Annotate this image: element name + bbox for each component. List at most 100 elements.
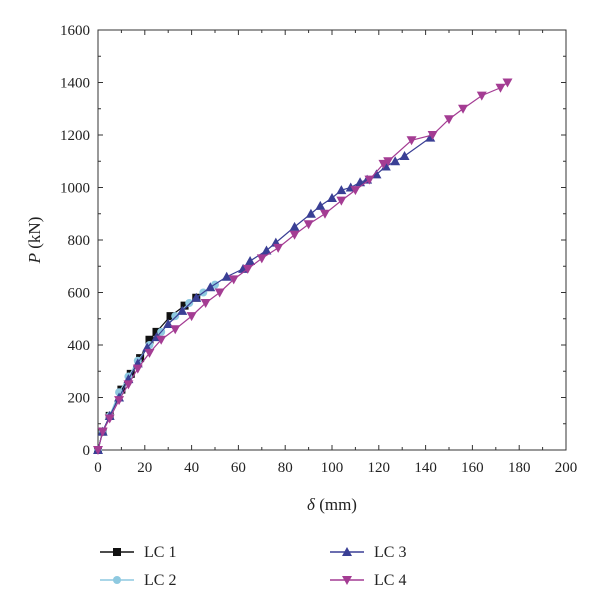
series-line	[97, 297, 197, 451]
series-lc-1	[94, 293, 201, 454]
y-tick-label: 1400	[60, 76, 90, 92]
legend-label: LC 4	[374, 572, 406, 589]
legend: LC 1 LC 2 LC 3 LC 4	[100, 544, 406, 589]
data-point	[123, 380, 134, 390]
plot-frame	[97, 29, 567, 451]
data-point	[166, 312, 175, 321]
data-point	[214, 288, 225, 298]
data-point	[177, 305, 188, 315]
data-point	[427, 131, 438, 140]
data-point	[336, 196, 347, 206]
data-point	[256, 254, 267, 264]
series-layer	[93, 78, 513, 455]
series-line	[97, 137, 431, 451]
plot-border	[97, 29, 567, 451]
legend-label: LC 1	[144, 544, 176, 561]
x-tick-label: 160	[461, 460, 484, 476]
series-lc-3	[93, 132, 436, 454]
data-point	[273, 243, 284, 253]
data-point	[476, 91, 487, 101]
y-tick-label: 1200	[60, 128, 90, 144]
data-point	[221, 271, 232, 281]
data-point	[93, 446, 103, 455]
data-point	[336, 185, 347, 195]
y-axis-symbol: P	[25, 253, 44, 264]
y-axis-title: P (kN)	[25, 217, 44, 265]
legend-item: LC 2	[100, 572, 176, 589]
data-point	[245, 256, 256, 265]
data-point	[502, 78, 513, 88]
x-tick-label: 80	[278, 460, 293, 476]
data-point	[242, 264, 253, 274]
data-point	[97, 427, 108, 437]
data-point	[319, 209, 330, 219]
data-point	[355, 177, 366, 187]
data-point	[152, 327, 161, 336]
legend-item: LC 3	[330, 544, 406, 561]
x-axis-symbol: δ	[307, 495, 316, 514]
x-tick-label: 40	[184, 460, 199, 476]
x-tick-label: 60	[231, 460, 246, 476]
x-tick-label: 120	[368, 460, 391, 476]
y-tick-label: 600	[68, 286, 91, 302]
legend-label: LC 2	[144, 572, 176, 589]
data-point	[228, 275, 239, 285]
data-point	[185, 299, 194, 307]
y-tick-label: 200	[68, 391, 91, 407]
data-point	[261, 245, 272, 255]
x-tick-label: 20	[137, 460, 152, 476]
data-point	[170, 325, 181, 335]
legend-marker	[113, 576, 121, 584]
y-axis-unit: (kN)	[25, 217, 44, 253]
x-tick-label: 100	[321, 460, 344, 476]
x-axis-title: δ (mm)	[307, 495, 357, 514]
legend-item: LC 4	[330, 572, 406, 589]
y-tick-label: 400	[68, 338, 91, 354]
y-tick-label: 0	[83, 443, 91, 459]
data-point	[114, 396, 125, 406]
data-point	[390, 156, 401, 166]
series-line	[97, 82, 508, 451]
y-tick-label: 800	[68, 233, 91, 249]
data-point	[145, 335, 154, 344]
data-point	[156, 335, 167, 345]
series-lc-4	[93, 78, 513, 455]
data-point	[327, 193, 337, 202]
data-point	[132, 364, 143, 374]
legend-item: LC 1	[100, 544, 176, 561]
data-point	[364, 175, 375, 185]
data-point	[144, 348, 155, 358]
legend-label: LC 3	[374, 544, 406, 561]
y-tick-label: 1000	[60, 181, 90, 197]
data-point	[186, 312, 197, 322]
data-point	[104, 414, 115, 424]
x-axis-unit: (mm)	[315, 495, 357, 514]
data-point	[180, 301, 189, 310]
data-point	[383, 157, 394, 167]
data-point	[191, 292, 202, 302]
legend-marker	[113, 548, 121, 556]
x-tick-label: 180	[508, 460, 531, 476]
legend-marker	[342, 547, 352, 556]
data-point	[444, 115, 454, 125]
y-axis: 0 200 400 600 800 1000 1200 1400 1600	[60, 23, 566, 459]
y-tick-label: 1600	[60, 23, 90, 39]
series-lc-2	[94, 280, 219, 454]
x-axis: 0 20 40 60 80 100 120 140 160 180 200	[94, 30, 577, 476]
data-point	[399, 151, 410, 160]
data-point	[200, 299, 211, 308]
data-point	[171, 312, 180, 321]
legend-marker	[342, 576, 352, 585]
data-point	[495, 83, 506, 93]
x-tick-label: 0	[94, 460, 102, 476]
data-point	[289, 221, 300, 231]
data-point	[303, 220, 314, 230]
x-tick-label: 140	[414, 460, 437, 476]
data-point	[305, 208, 316, 218]
x-tick-label: 200	[555, 460, 578, 476]
series-line	[97, 284, 216, 451]
data-point	[205, 282, 216, 292]
data-point	[289, 230, 300, 240]
